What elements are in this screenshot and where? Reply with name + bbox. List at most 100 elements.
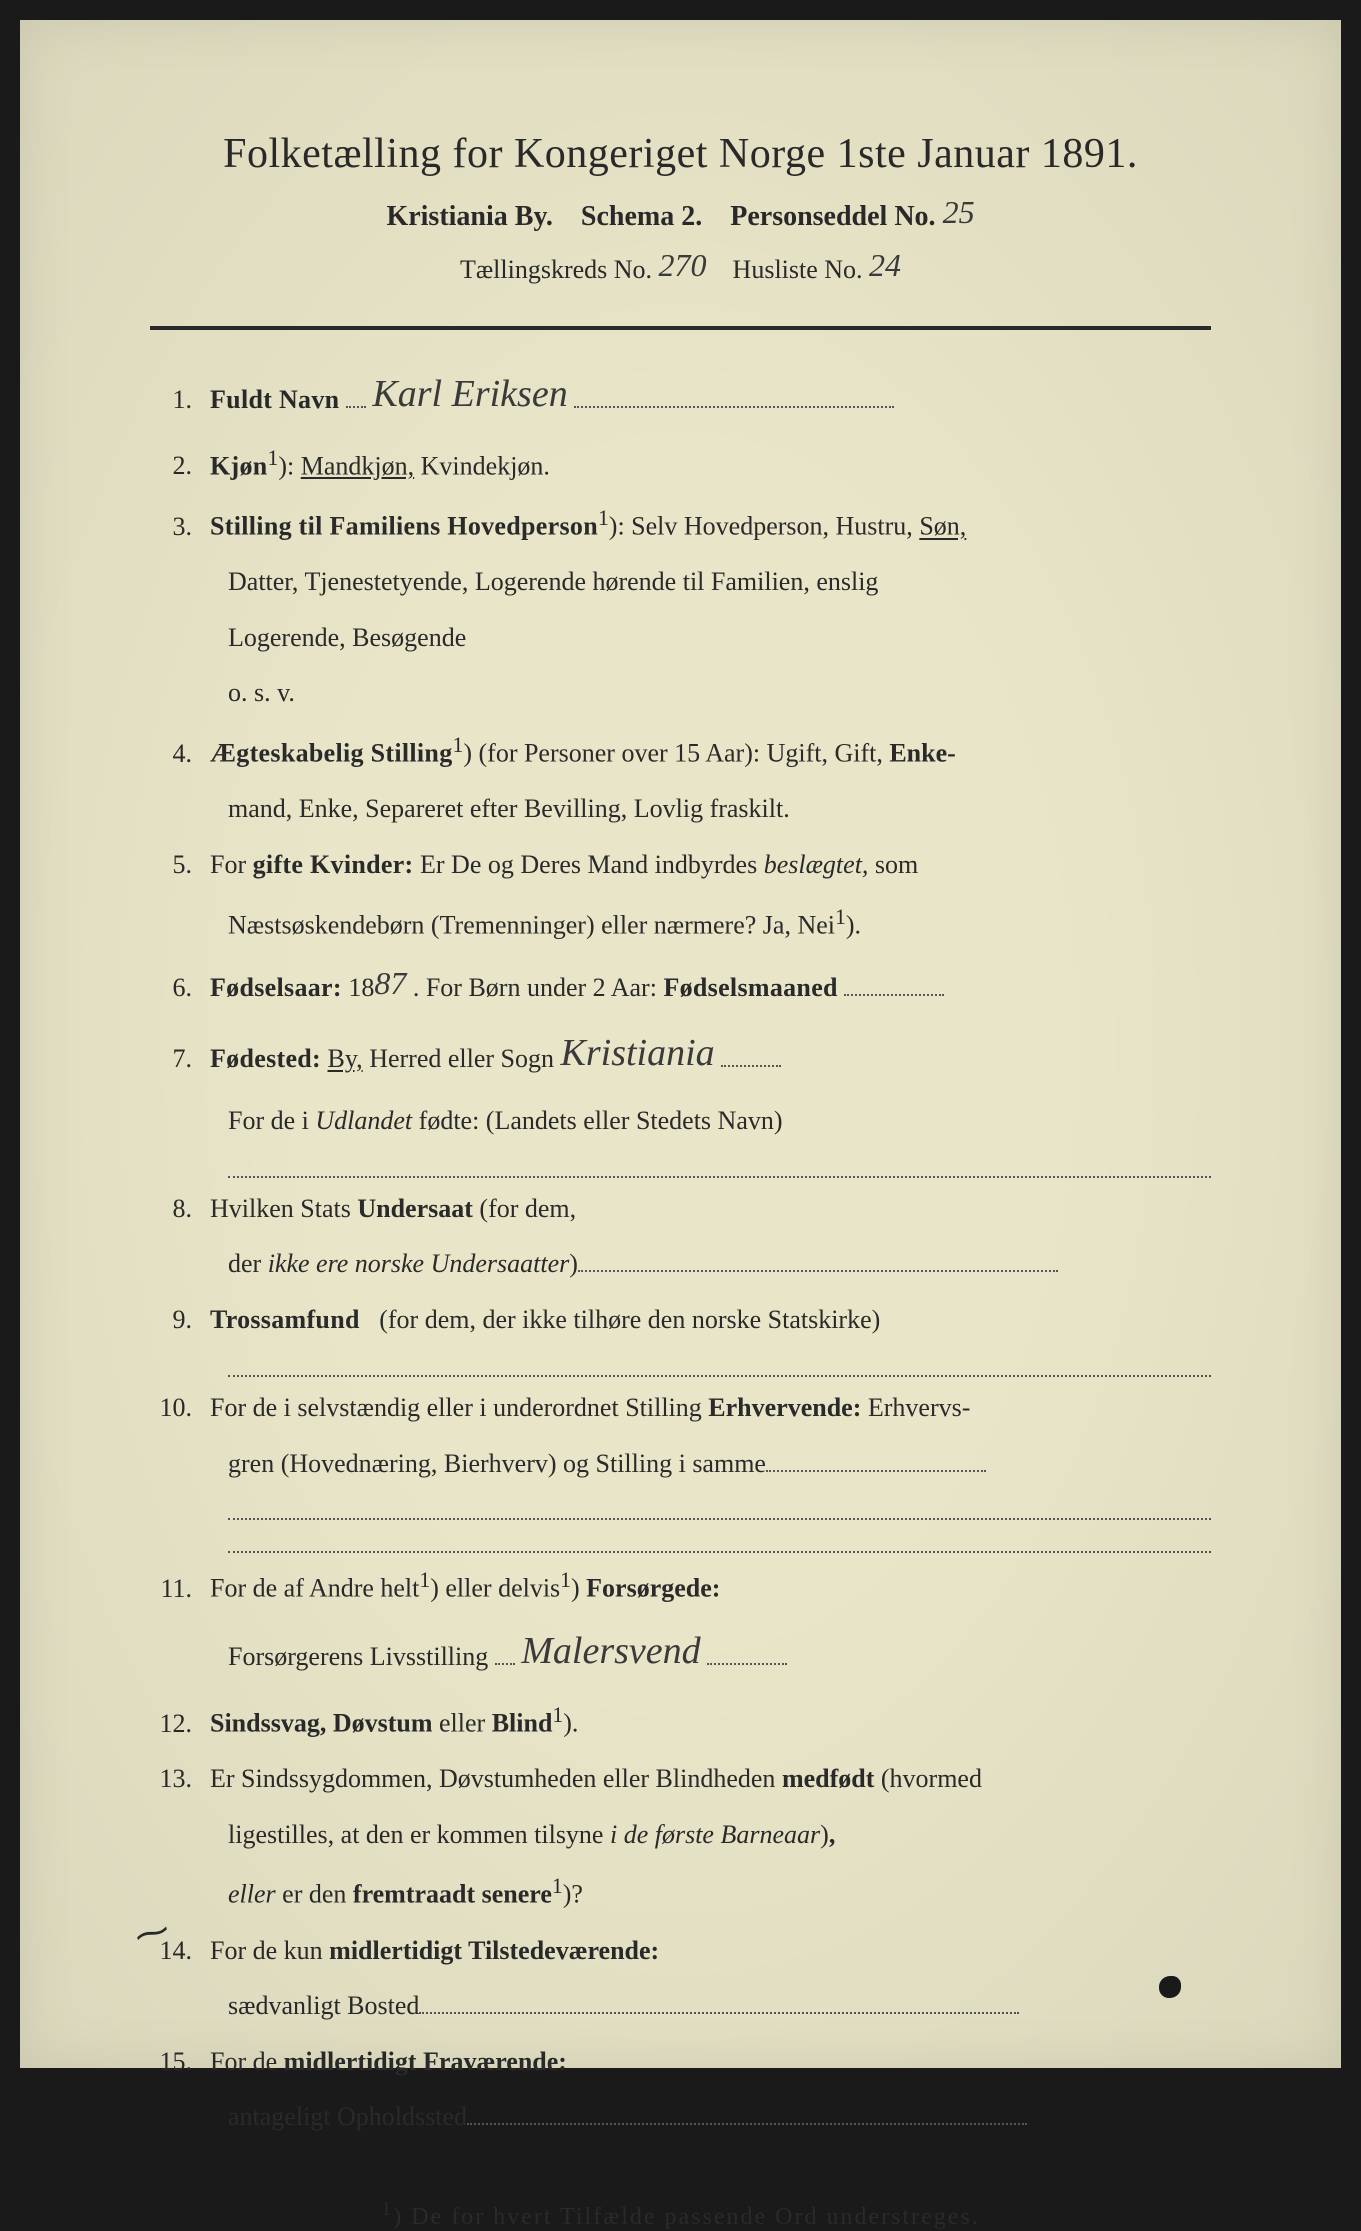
field-15: 15. For de midlertidigt Fraværende: xyxy=(150,2041,1211,2083)
option-underlined: Mandkjøn, xyxy=(301,451,414,480)
label2: Fødselsmaaned xyxy=(663,973,837,1002)
field-14: 14. For de kun midlertidigt Tilstedevære… xyxy=(150,1930,1211,1972)
f3-line4: o. s. v. xyxy=(228,672,1211,714)
text: Forsørgerens Livsstilling xyxy=(228,1642,488,1671)
sup: 1 xyxy=(381,2198,393,2220)
field-content: Ægteskabelig Stilling1) (for Personer ov… xyxy=(210,728,1211,774)
field-content: Kjøn1): Mandkjøn, Kvindekjøn. xyxy=(210,441,1211,487)
sup: 1 xyxy=(560,1568,571,1592)
sup: 1 xyxy=(453,733,464,757)
field-num: 5. xyxy=(150,844,210,886)
census-form-page: Folketælling for Kongeriget Norge 1ste J… xyxy=(20,20,1341,2068)
italic: i de første Barneaar xyxy=(610,1820,820,1849)
field-content: Er Sindssygdommen, Døvstumheden eller Bl… xyxy=(210,1758,1211,1800)
bold1: medfødt xyxy=(782,1764,874,1793)
field-label: Fødselsaar: xyxy=(210,973,342,1002)
field-content: Fødselsaar: 1887 . For Børn under 2 Aar:… xyxy=(210,960,1211,1011)
tallingskreds-value: 270 xyxy=(659,247,707,284)
field-num: 2. xyxy=(150,445,210,487)
field-5: 5. For gifte Kvinder: Er De og Deres Man… xyxy=(150,844,1211,886)
sup: 1 xyxy=(835,905,846,929)
f7-line2: For de i Udlandet fødte: (Landets eller … xyxy=(228,1100,1211,1142)
schema-label: Schema 2. xyxy=(581,201,702,232)
field-label: Fødested: xyxy=(210,1044,321,1073)
field-num: 3. xyxy=(150,506,210,548)
stray-mark: ⁓ xyxy=(130,1909,173,1956)
dotted-blank xyxy=(228,1498,1211,1520)
field-content: Sindssvag, Døvstum eller Blind1). xyxy=(210,1698,1211,1744)
option-rest: Kvindekjøn. xyxy=(421,451,550,480)
field-content: For de kun midlertidigt Tilstedeværende: xyxy=(210,1930,1211,1972)
field-label: Stilling til Familiens Hovedperson xyxy=(210,512,598,541)
rest: Herred eller Sogn xyxy=(369,1044,554,1073)
end: ). xyxy=(563,1709,578,1738)
field-4: 4. Ægteskabelig Stilling1) (for Personer… xyxy=(150,728,1211,774)
city-label: Kristiania By. xyxy=(386,201,552,232)
italic: ikke ere norske Undersaatter xyxy=(268,1249,570,1278)
eller: eller xyxy=(228,1880,276,1909)
f3-line2: Datter, Tjenestetyende, Logerende hørend… xyxy=(228,561,1211,603)
bold: midlertidigt Tilstedeværende: xyxy=(329,1936,659,1965)
field-content: For de midlertidigt Fraværende: xyxy=(210,2041,1211,2083)
text: gren (Hovednæring, Bierhverv) og Stillin… xyxy=(228,1449,766,1478)
field-content: Trossamfund (for dem, der ikke tilhøre d… xyxy=(210,1299,1211,1341)
t2: ) eller delvis xyxy=(430,1574,560,1603)
subtitle-line: Kristiania By. Schema 2. Personseddel No… xyxy=(150,196,1211,233)
option-underlined: Søn, xyxy=(919,512,966,541)
field-10: 10. For de i selvstændig eller i underor… xyxy=(150,1387,1211,1429)
divider xyxy=(150,326,1211,330)
f8-line2: der ikke ere norske Undersaatter) xyxy=(228,1243,1211,1285)
text: Er De og Deres Mand indbyrdes beslægtet,… xyxy=(420,850,918,879)
italic: Udlandet xyxy=(315,1106,412,1135)
field-content: For de af Andre helt1) eller delvis1) Fo… xyxy=(210,1563,1211,1609)
field-12: 12. Sindssvag, Døvstum eller Blind1). xyxy=(150,1698,1211,1744)
field-num: 6. xyxy=(150,967,210,1009)
field-3: 3. Stilling til Familiens Hovedperson1):… xyxy=(150,501,1211,547)
bold: midlertidigt Fraværende: xyxy=(284,2047,567,2076)
husliste-value: 24 xyxy=(869,247,901,284)
t1: For de af Andre helt xyxy=(210,1574,419,1603)
dotted-blank xyxy=(228,1530,1211,1552)
field-7: 7. Fødested: By, Herred eller Sogn Krist… xyxy=(150,1025,1211,1086)
dotted-blank xyxy=(228,1355,1211,1377)
ink-blot xyxy=(1159,1976,1181,1998)
rest: (for dem, der ikke tilhøre den norske St… xyxy=(379,1305,880,1334)
field-num: 1. xyxy=(150,379,210,421)
end: ). xyxy=(846,910,861,939)
field-num: 13. xyxy=(150,1758,210,1800)
f13-line3: eller er den fremtraadt senere1)? xyxy=(228,1869,1211,1915)
field-label: Kjøn xyxy=(210,451,268,480)
field-11: 11. For de af Andre helt1) eller delvis1… xyxy=(150,1563,1211,1609)
field-content: Hvilken Stats Undersaat (for dem, xyxy=(210,1188,1211,1230)
underlined: By, xyxy=(328,1044,363,1073)
field-content: Stilling til Familiens Hovedperson1): Se… xyxy=(210,501,1211,547)
f14-line2: sædvanligt Bosted xyxy=(228,1985,1211,2027)
text: (for Personer over 15 Aar): Ugift, Gift,… xyxy=(479,739,956,768)
birthplace-value: Kristiania xyxy=(561,1023,715,1084)
f3-line3: Logerende, Besøgende xyxy=(228,617,1211,659)
field-label: Trossamfund xyxy=(210,1305,360,1334)
bold: Forsørgede: xyxy=(586,1574,720,1603)
sup: 1 xyxy=(598,506,609,530)
f4-line2: mand, Enke, Separeret efter Bevilling, L… xyxy=(228,788,1211,830)
text: Selv Hovedperson, Hustru, xyxy=(631,512,919,541)
text: sædvanligt Bosted xyxy=(228,1991,419,2020)
field-13: 13. Er Sindssygdommen, Døvstumheden elle… xyxy=(150,1758,1211,1800)
field-label: gifte Kvinder: xyxy=(253,850,414,879)
f10-line2: gren (Hovednæring, Bierhverv) og Stillin… xyxy=(228,1443,1211,1485)
text: antageligt Opholdssted xyxy=(228,2102,467,2131)
sup: 1 xyxy=(552,1703,563,1727)
footnote-text: ) De for hvert Tilfælde passende Ord und… xyxy=(393,2204,980,2230)
footnote: 1) De for hvert Tilfælde passende Ord un… xyxy=(150,2198,1211,2231)
page-title: Folketælling for Kongeriget Norge 1ste J… xyxy=(150,130,1211,178)
field-num: 10. xyxy=(150,1387,210,1429)
field-num: 12. xyxy=(150,1703,210,1745)
field-content: Fødested: By, Herred eller Sogn Kristian… xyxy=(210,1025,1211,1086)
bold: Undersaat xyxy=(357,1194,473,1223)
personseddel-value: 25 xyxy=(943,194,975,231)
bold1: Sindssvag, Døvstum xyxy=(210,1709,433,1738)
end: )? xyxy=(563,1880,583,1909)
f13-line2: ligestilles, at den er kommen tilsyne i … xyxy=(228,1814,1211,1856)
field-content: For de i selvstændig eller i underordnet… xyxy=(210,1387,1211,1429)
dotted-blank xyxy=(228,1155,1211,1177)
